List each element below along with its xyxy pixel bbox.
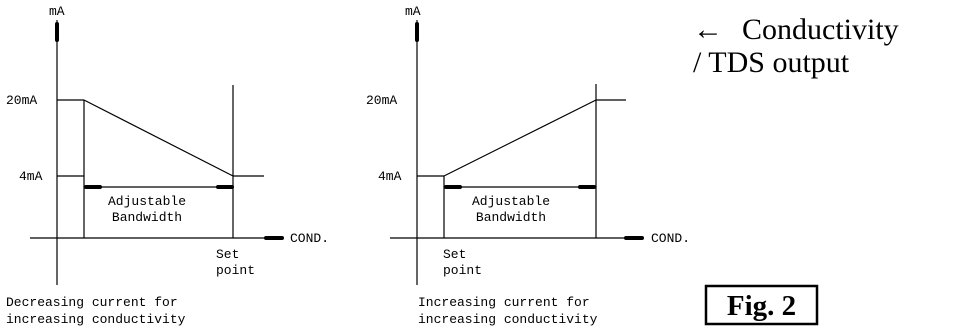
- right-y-unit: mA: [405, 4, 421, 19]
- left-x-unit: COND.: [290, 231, 329, 246]
- right-output-slope: [443, 99, 597, 177]
- left-setpoint-label-line2: point: [216, 263, 255, 278]
- left-low-label: 4mA: [19, 169, 43, 184]
- side-note-line2: / TDS output: [693, 46, 850, 79]
- left-high-label: 20mA: [6, 93, 37, 108]
- right-graph: mA COND. 20mA 4mA Adjustable Bandwidth S…: [366, 4, 690, 327]
- side-note: ← Conductivity / TDS output: [693, 13, 899, 79]
- right-caption-line2: increasing conductivity: [418, 312, 598, 327]
- right-band-label-line2: Bandwidth: [476, 210, 546, 225]
- right-setpoint-label-line1: Set: [443, 247, 466, 262]
- left-caption-line1: Decreasing current for: [6, 295, 178, 310]
- left-y-unit: mA: [49, 4, 65, 19]
- figure-label-border: [704, 284, 819, 326]
- right-low-label: 4mA: [378, 169, 402, 184]
- side-note-arrow: ←: [693, 13, 723, 46]
- left-caption-line2: increasing conductivity: [6, 312, 186, 327]
- right-x-unit: COND.: [651, 231, 690, 246]
- right-band-label-line1: Adjustable: [472, 194, 550, 209]
- right-caption-line1: Increasing current for: [418, 295, 590, 310]
- left-setpoint-label-line1: Set: [216, 247, 239, 262]
- left-band-label-line2: Bandwidth: [112, 210, 182, 225]
- side-note-line1: Conductivity: [742, 13, 899, 46]
- left-output-slope: [83, 99, 234, 177]
- right-high-label: 20mA: [366, 93, 397, 108]
- left-band-label-line1: Adjustable: [108, 194, 186, 209]
- figure-label-box: Fig. 2: [704, 284, 819, 326]
- figure-label: Fig. 2: [727, 290, 796, 322]
- left-graph: mA COND. 20mA 4mA Adjustable Bandwidth S…: [6, 4, 329, 327]
- right-setpoint-label-line2: point: [443, 263, 482, 278]
